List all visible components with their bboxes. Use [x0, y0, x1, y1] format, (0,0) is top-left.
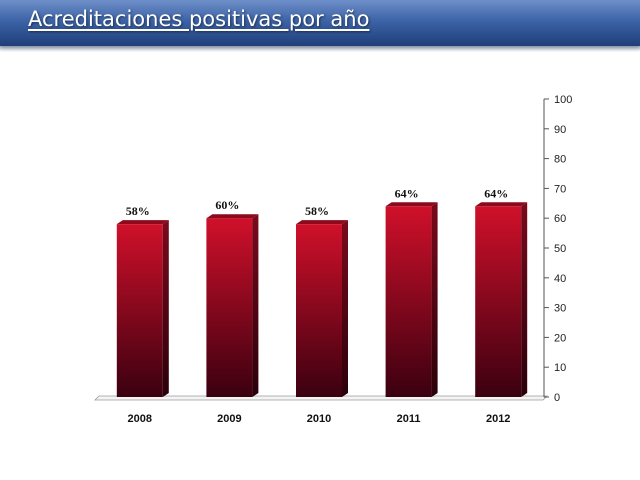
- x-tick-label: 2011: [397, 413, 421, 425]
- bar-top: [116, 220, 169, 225]
- bar: [475, 206, 522, 397]
- y-tick-label: 100: [554, 94, 572, 106]
- slide-title: Acreditaciones positivas por año: [28, 7, 370, 31]
- data-label: 58%: [126, 204, 150, 218]
- bar-top: [475, 202, 528, 207]
- y-tick-label: 40: [554, 273, 566, 285]
- bar-side: [162, 220, 169, 397]
- y-tick-label: 90: [554, 124, 566, 136]
- data-label: 64%: [484, 186, 508, 200]
- bar: [385, 206, 432, 397]
- bar-side: [521, 202, 528, 397]
- y-tick-label: 50: [554, 243, 566, 255]
- x-tick-label: 2012: [486, 413, 510, 425]
- x-tick-label: 2010: [307, 413, 331, 425]
- y-tick-label: 80: [554, 154, 566, 166]
- data-label: 60%: [215, 198, 239, 212]
- title-bar: Acreditaciones positivas por año: [0, 0, 640, 52]
- bar-side: [252, 214, 259, 397]
- y-tick-label: 20: [554, 332, 566, 344]
- bar-top: [296, 220, 348, 225]
- y-tick-label: 60: [554, 213, 566, 225]
- bar: [206, 218, 253, 397]
- bar-side: [342, 220, 348, 397]
- bar: [296, 224, 342, 397]
- y-tick-label: 0: [554, 392, 560, 404]
- x-tick-label: 2008: [128, 413, 152, 425]
- y-tick-label: 70: [554, 183, 566, 195]
- bar-top: [385, 202, 438, 207]
- data-label: 64%: [395, 186, 419, 200]
- bar-side: [431, 202, 438, 397]
- y-tick-label: 30: [554, 303, 566, 315]
- y-tick-label: 10: [554, 362, 566, 374]
- bar-top: [206, 214, 259, 219]
- x-tick-label: 2009: [217, 413, 241, 425]
- bar: [116, 224, 163, 397]
- data-label: 58%: [305, 204, 329, 218]
